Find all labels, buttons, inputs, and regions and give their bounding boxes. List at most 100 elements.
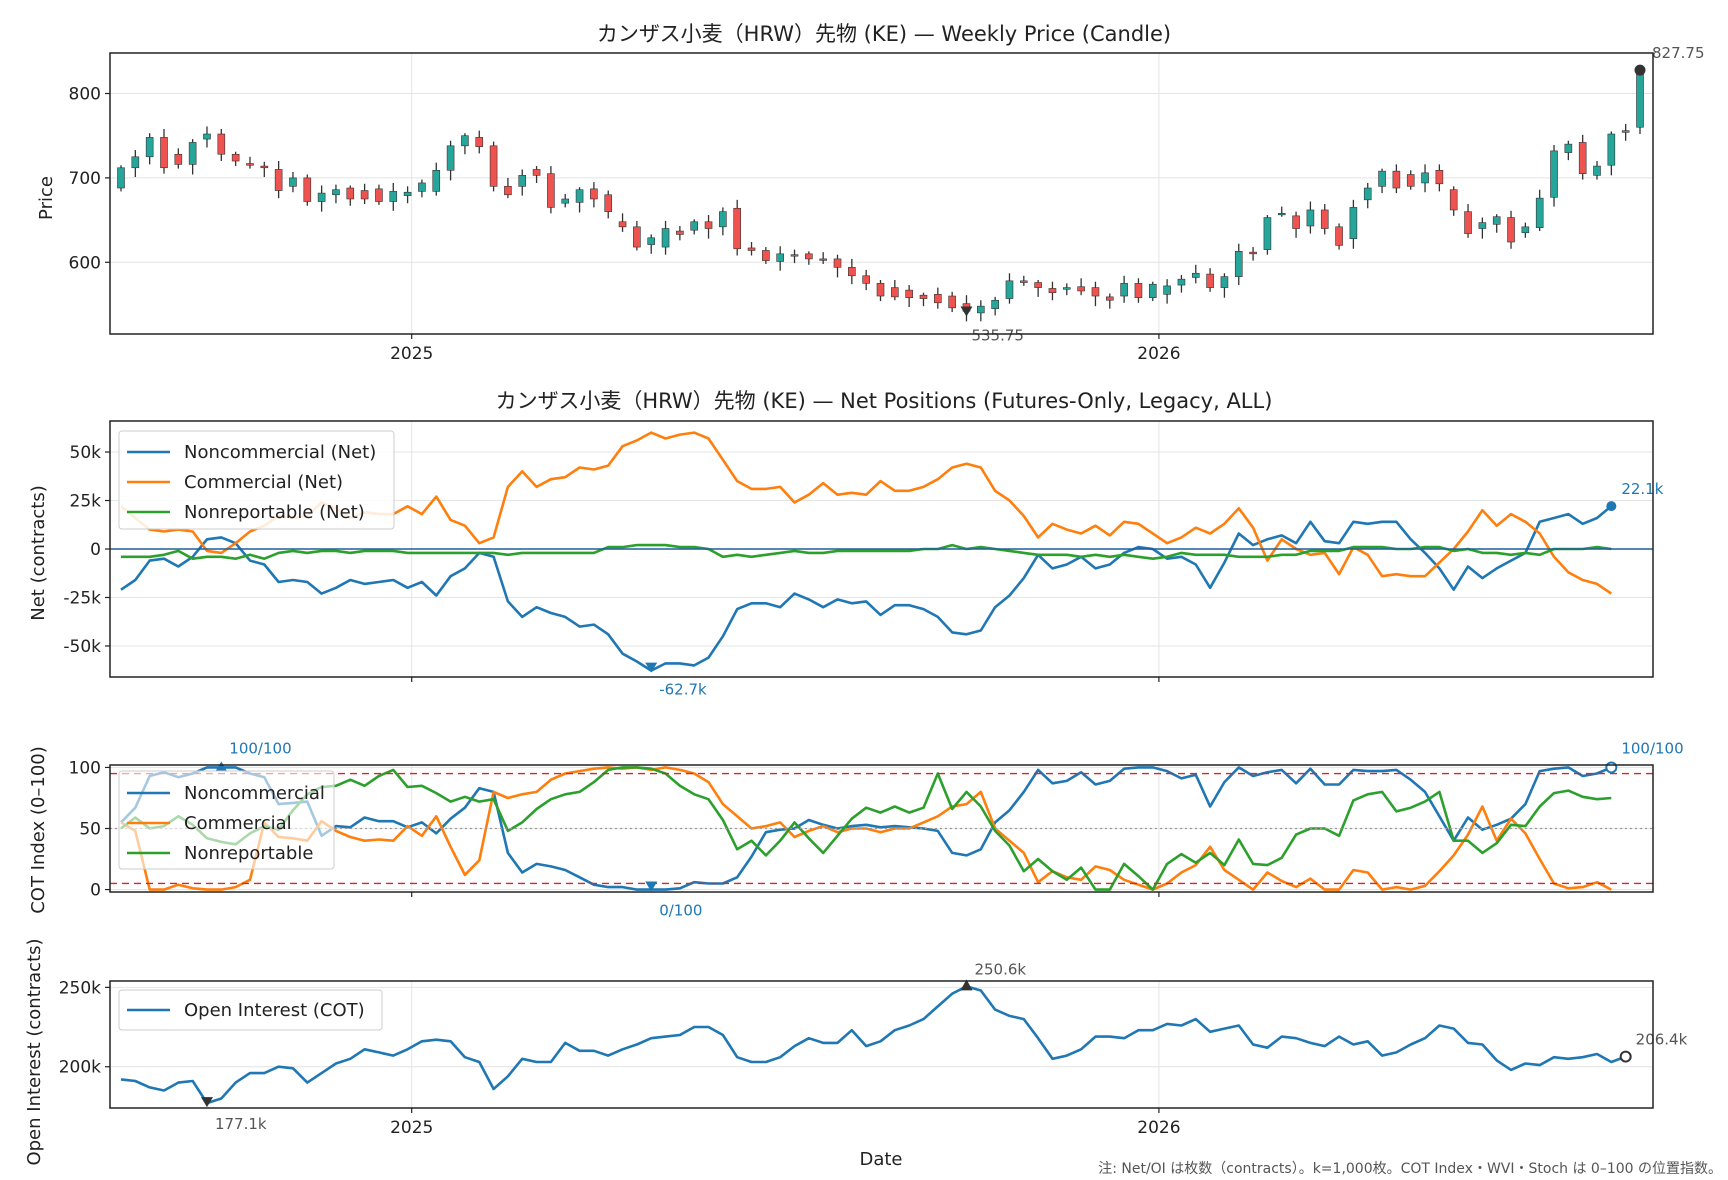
candle-body bbox=[532, 169, 541, 176]
cot-last-label: 100/100 bbox=[1621, 739, 1683, 757]
candle-body bbox=[1077, 286, 1085, 292]
legend-nonreportable-net: Nonreportable (Net) bbox=[184, 502, 365, 523]
candle-body bbox=[1621, 130, 1630, 133]
candle-body bbox=[317, 192, 326, 202]
cot-index-panel: COT Index (0–100) 0 50 100 100/100 0/100 100/… bbox=[28, 739, 1684, 919]
candle-body bbox=[1392, 170, 1401, 189]
candle-body bbox=[260, 165, 269, 169]
candle-body bbox=[762, 250, 770, 261]
candle-body bbox=[174, 153, 183, 165]
candle-body bbox=[1048, 288, 1057, 293]
candle-body bbox=[303, 177, 312, 202]
candle-body bbox=[274, 169, 283, 191]
price-title: カンザス小麦（HRW）先物 (KE) — Weekly Price (Candl… bbox=[597, 22, 1171, 46]
candle-body bbox=[905, 289, 913, 299]
net-legend: Noncommercial (Net) Commercial (Net) Non… bbox=[118, 430, 395, 530]
candle-body bbox=[504, 186, 512, 196]
candle-body bbox=[1636, 69, 1644, 128]
cot-last-marker bbox=[1605, 761, 1618, 774]
candle-body bbox=[1363, 187, 1372, 201]
candle-body bbox=[590, 188, 598, 200]
y-tick-label: 50k bbox=[70, 443, 102, 463]
oi-ylabel: Open Interest (contracts) bbox=[24, 938, 45, 1165]
candle-body bbox=[217, 133, 226, 155]
cot-max-marker bbox=[215, 761, 228, 772]
candle-body bbox=[145, 137, 154, 158]
candle-body bbox=[289, 177, 297, 187]
candle-body bbox=[690, 221, 699, 231]
candle-body bbox=[203, 133, 211, 140]
candle-body bbox=[719, 211, 727, 228]
candle-body bbox=[661, 228, 670, 248]
candle-body bbox=[1435, 169, 1444, 185]
candle-body bbox=[1406, 174, 1415, 187]
candle-body bbox=[948, 295, 956, 309]
oi-legend: Open Interest (COT) bbox=[118, 989, 383, 1031]
high-price-label: 827.75 bbox=[1652, 44, 1705, 62]
candle-body bbox=[1521, 226, 1530, 234]
candle-body bbox=[1277, 213, 1286, 216]
candle-body bbox=[1550, 150, 1558, 198]
cot-legend: Noncommercial Commercial Nonreportable bbox=[118, 770, 335, 870]
cot-min-marker bbox=[645, 881, 658, 892]
candle-body bbox=[1478, 222, 1487, 229]
candle-body bbox=[1020, 280, 1028, 283]
candle-body bbox=[575, 189, 584, 203]
oi-min-marker bbox=[200, 1097, 213, 1108]
open-interest-panel: Open Interest (contracts) 200k 250k 2025 20… bbox=[24, 938, 1688, 1170]
high-marker bbox=[1634, 64, 1646, 76]
price-plot-area bbox=[109, 52, 1654, 335]
net-positions-panel: カンザス小麦（HRW）先物 (KE) — Net Positions (Futu… bbox=[28, 389, 1664, 699]
y-tick-label: 600 bbox=[69, 253, 101, 273]
candle-body bbox=[934, 294, 942, 304]
price-panel: カンザス小麦（HRW）先物 (KE) — Weekly Price (Candl… bbox=[36, 22, 1705, 364]
candle-body bbox=[1177, 278, 1186, 286]
cot-max-label: 100/100 bbox=[229, 739, 291, 757]
candle-body bbox=[1263, 217, 1272, 250]
candle-body bbox=[418, 182, 426, 192]
candle-body bbox=[1306, 209, 1315, 227]
candle-body bbox=[1120, 283, 1128, 297]
candle-body bbox=[518, 175, 527, 187]
candle-body bbox=[747, 247, 756, 251]
candle-body bbox=[618, 221, 627, 228]
candle-body bbox=[604, 194, 613, 212]
candle-body bbox=[704, 221, 713, 229]
candle-body bbox=[1578, 142, 1587, 174]
oi-max-marker bbox=[960, 979, 973, 991]
candle-body bbox=[1593, 165, 1601, 176]
legend-noncommercial: Noncommercial bbox=[184, 783, 325, 804]
low-price-label: 535.75 bbox=[971, 326, 1024, 344]
candle-body bbox=[919, 294, 928, 299]
series-line-noncommercial-net bbox=[120, 505, 1613, 672]
candle-body bbox=[1421, 172, 1429, 184]
candle-body bbox=[246, 163, 254, 166]
candle-body bbox=[360, 190, 369, 200]
x-axis-label: Date bbox=[859, 1149, 902, 1170]
candle-body bbox=[332, 189, 340, 196]
legend-commercial: Commercial bbox=[184, 813, 292, 834]
oi-min-label: 177.1k bbox=[215, 1115, 267, 1133]
y-tick-label: 800 bbox=[69, 85, 101, 105]
y-tick-label: 100 bbox=[69, 758, 101, 778]
candle-body bbox=[647, 237, 656, 245]
candle-body bbox=[891, 287, 899, 298]
x-tick-label: 2026 bbox=[1137, 344, 1180, 364]
candle-body bbox=[790, 254, 799, 257]
candle-body bbox=[446, 145, 455, 171]
footnote: 注: Net/OI は枚数（contracts）。k=1,000枚。COT In… bbox=[1098, 1161, 1722, 1177]
y-tick-label: 0 bbox=[90, 540, 101, 560]
series-line-nonreportable bbox=[120, 766, 1612, 891]
low-marker bbox=[960, 306, 973, 317]
candle-body bbox=[1134, 283, 1143, 299]
net-min-marker bbox=[645, 662, 658, 673]
candle-body bbox=[1492, 216, 1501, 225]
y-tick-label: 25k bbox=[70, 492, 102, 512]
candle-body bbox=[833, 258, 842, 268]
candle-body bbox=[389, 191, 398, 202]
candle-body bbox=[475, 137, 484, 147]
candle-body bbox=[375, 188, 383, 202]
candle-body bbox=[403, 191, 412, 196]
y-tick-label: 250k bbox=[59, 978, 101, 998]
